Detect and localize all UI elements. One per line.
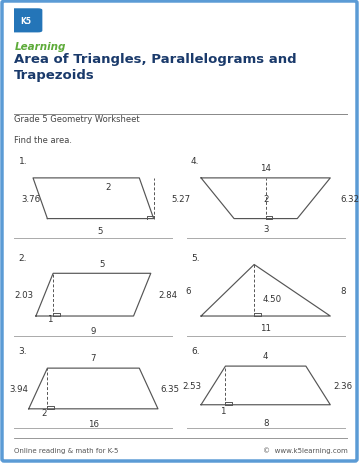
Text: 2.03: 2.03 [14, 290, 33, 299]
Text: 8: 8 [340, 286, 346, 295]
Text: Area of Triangles, Parallelograms and
Trapezoids: Area of Triangles, Parallelograms and Tr… [14, 53, 297, 82]
Text: 2: 2 [42, 408, 47, 418]
FancyBboxPatch shape [10, 9, 42, 33]
Text: 4.: 4. [191, 156, 200, 165]
Text: 1: 1 [220, 406, 225, 415]
Text: Grade 5 Geometry Worksheet: Grade 5 Geometry Worksheet [14, 115, 140, 124]
Text: Find the area.: Find the area. [14, 136, 73, 145]
Text: 4: 4 [263, 352, 269, 361]
Text: 16: 16 [88, 419, 99, 428]
Text: 11: 11 [260, 323, 271, 332]
Text: 5.27: 5.27 [172, 194, 191, 203]
Text: 6.35: 6.35 [161, 384, 180, 393]
Text: ©  www.k5learning.com: © www.k5learning.com [264, 446, 348, 453]
Text: 6.: 6. [191, 346, 200, 355]
Text: 9: 9 [91, 327, 96, 336]
Text: 1.: 1. [19, 156, 27, 165]
Text: 2.84: 2.84 [158, 290, 177, 299]
Text: 14: 14 [260, 163, 271, 172]
Text: 2: 2 [105, 182, 111, 191]
Text: 4.50: 4.50 [263, 294, 282, 303]
Text: 2.: 2. [19, 253, 27, 263]
Text: 2.53: 2.53 [182, 382, 201, 390]
Text: 3.: 3. [19, 346, 27, 355]
Text: 6: 6 [186, 286, 191, 295]
Text: 8: 8 [263, 418, 269, 427]
Text: 3.76: 3.76 [21, 194, 40, 203]
Text: 1: 1 [47, 314, 53, 324]
Text: 2: 2 [263, 194, 269, 203]
Text: K5: K5 [21, 17, 32, 26]
Text: 5: 5 [98, 226, 103, 235]
Text: Online reading & math for K-5: Online reading & math for K-5 [14, 447, 119, 452]
Text: 3: 3 [263, 224, 269, 233]
Text: 2.36: 2.36 [333, 382, 352, 390]
Text: 7: 7 [90, 353, 96, 362]
Text: 5.: 5. [191, 253, 200, 263]
Text: 5: 5 [99, 259, 105, 268]
Text: 3.94: 3.94 [10, 384, 29, 393]
Text: Learning: Learning [14, 42, 66, 52]
Text: 6.32: 6.32 [340, 194, 359, 203]
